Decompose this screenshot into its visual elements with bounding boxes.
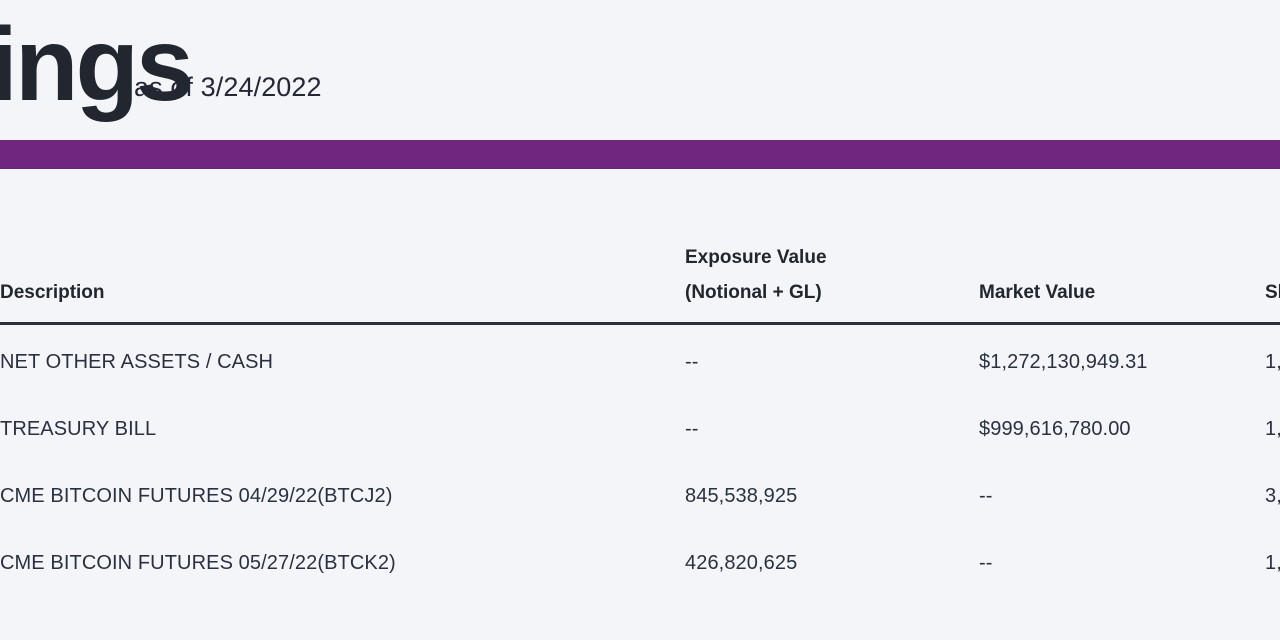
cell-description: TREASURY BILL [0,418,157,440]
page-title: Holdings [0,7,194,123]
cell-exposure-value: 845,538,925 [685,485,798,507]
table-row: CME BITCOIN FUTURES 05/27/22(BTCK2) 426,… [0,530,1280,597]
cell-description: CME BITCOIN FUTURES 04/29/22(BTCJ2) [0,485,393,507]
table-row: CME BITCOIN FUTURES 04/29/22(BTCJ2) 845,… [0,463,1280,530]
cell-market-value: -- [979,552,993,574]
holdings-table-container[interactable]: Description Exposure Value (Notional + G… [0,169,1280,640]
cell-description: CME BITCOIN FUTURES 05/27/22(BTCK2) [0,552,396,574]
cell-description: NET OTHER ASSETS / CASH [0,351,274,373]
cell-market-value: $999,616,780.00 [979,418,1131,440]
cell-market-value: $1,272,130,949.31 [979,351,1148,373]
column-header-shares[interactable]: Shares [1265,240,1280,325]
cell-shares: 1,272,130,949.31 [1265,351,1280,373]
holdings-table: Description Exposure Value (Notional + G… [0,240,1280,597]
table-row: TREASURY BILL -- $999,616,780.00 1,000,0… [0,396,1280,463]
cell-shares: 1,000,000,000.00 [1265,418,1280,440]
column-header-exposure-value[interactable]: Exposure Value (Notional + GL) [685,240,979,325]
cell-shares: 3,895.00 [1265,485,1280,507]
cell-shares: 1,961.00 [1265,552,1280,574]
table-row: NET OTHER ASSETS / CASH -- $1,272,130,94… [0,324,1280,397]
page-header: Holdings as of 3/24/2022 [0,0,1280,140]
table-header: Description Exposure Value (Notional + G… [0,240,1280,325]
cell-market-value: -- [979,485,993,507]
cell-exposure-value: 426,820,625 [685,552,798,574]
cell-exposure-value: -- [685,418,699,440]
column-header-description[interactable]: Description [0,240,685,325]
column-header-market-value[interactable]: Market Value [979,240,1265,325]
cell-exposure-value: -- [685,351,699,373]
table-header-row: Description Exposure Value (Notional + G… [0,240,1280,325]
as-of-date: as of 3/24/2022 [134,72,322,102]
table-body: NET OTHER ASSETS / CASH -- $1,272,130,94… [0,324,1280,598]
accent-divider-bar [0,140,1280,169]
